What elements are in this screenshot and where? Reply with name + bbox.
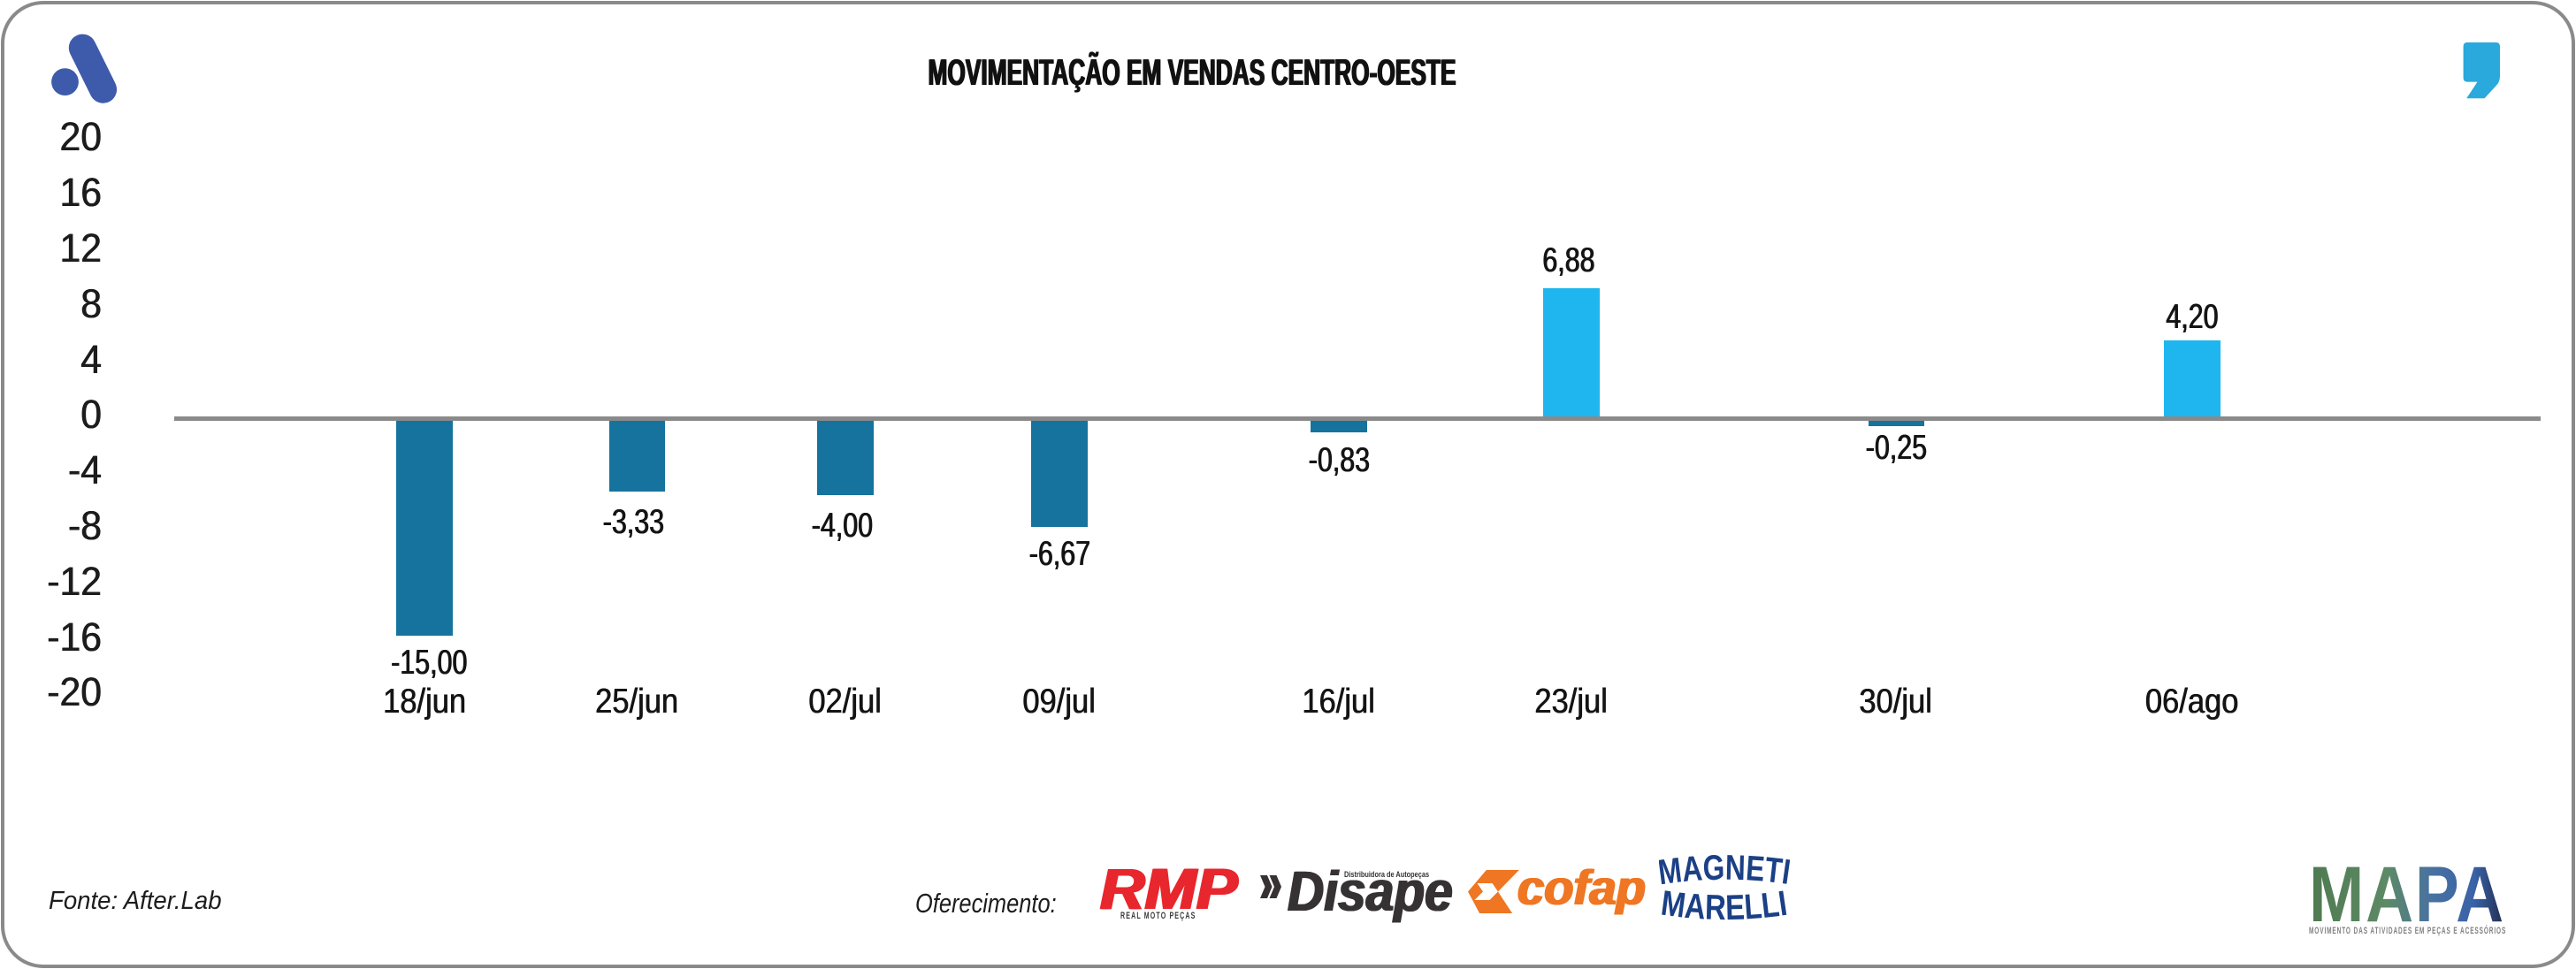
svg-text:MAPA: MAPA (2309, 866, 2503, 924)
svg-text:MARELLI: MARELLI (1659, 884, 1790, 927)
